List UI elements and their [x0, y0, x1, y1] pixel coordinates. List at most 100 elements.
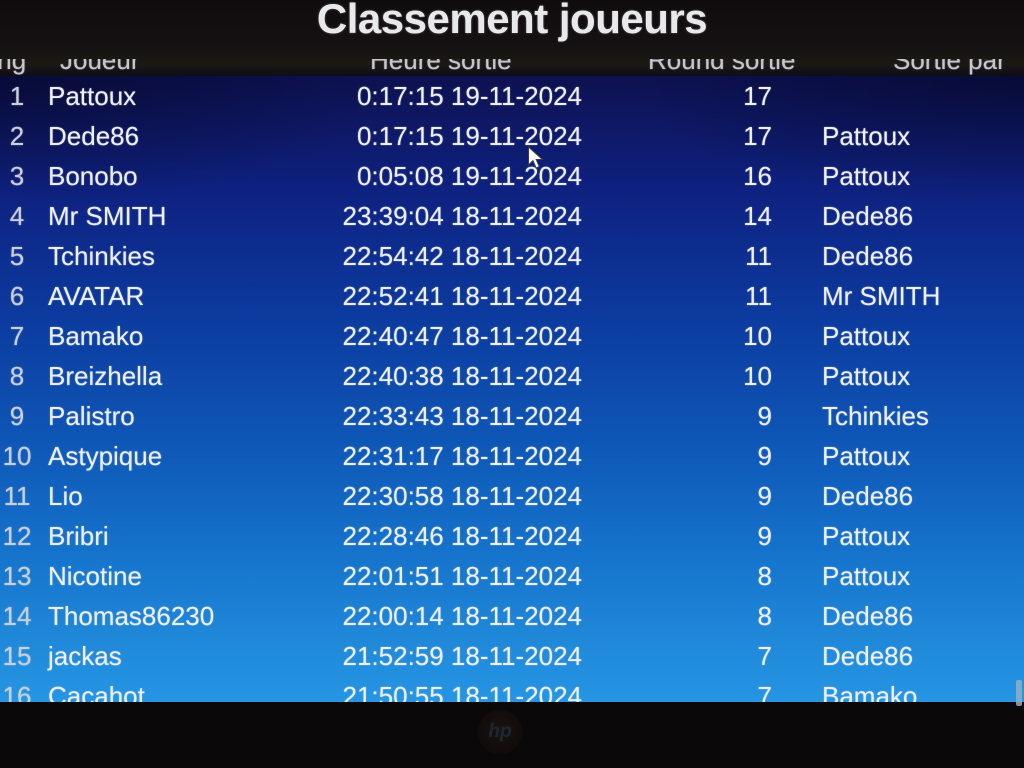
eliminated-by-cell: Bamako	[822, 681, 918, 702]
exit-round-cell: 17	[743, 81, 772, 111]
rank-cell: 6	[9, 281, 25, 311]
player-cell: Dede86	[48, 121, 140, 151]
player-cell: Breizhella	[48, 361, 163, 391]
eliminated-by-cell: Dede86	[822, 601, 914, 631]
player-cell: Lio	[48, 481, 83, 511]
rank-cell: 3	[9, 161, 25, 191]
exit-time-cell: 22:40:38 18-11-2024	[342, 361, 583, 391]
eliminated-by-cell: Pattoux	[822, 321, 911, 351]
exit-round-cell: 9	[757, 481, 772, 511]
eliminated-by-cell: Pattoux	[822, 521, 911, 551]
rank-cell: 10	[2, 441, 32, 471]
table-row[interactable]: 1 Pattoux 0:17:15 19-11-2024 17	[0, 76, 1024, 116]
exit-time-cell: 21:52:59 18-11-2024	[342, 641, 583, 671]
rank-cell: 11	[3, 481, 31, 511]
exit-round-cell: 9	[757, 441, 772, 471]
player-cell: Cacahot	[48, 681, 145, 702]
exit-time-cell: 22:40:47 18-11-2024	[342, 321, 583, 351]
rank-cell: 14	[2, 601, 32, 631]
column-header-rank-label: Rang	[0, 59, 27, 75]
player-cell: Pattoux	[48, 81, 137, 111]
table-row[interactable]: 13 Nicotine 22:01:51 18-11-2024 8 Pattou…	[0, 556, 1024, 596]
table-row[interactable]: 5 Tchinkies 22:54:42 18-11-2024 11 Dede8…	[0, 236, 1024, 276]
screen-edge-highlight	[1016, 680, 1022, 706]
eliminated-by-cell: Pattoux	[822, 121, 911, 151]
laptop-bezel: hp	[0, 702, 1024, 768]
rank-cell: 13	[2, 561, 32, 591]
exit-time-cell: 22:31:17 18-11-2024	[342, 441, 583, 471]
exit-round-cell: 11	[745, 281, 772, 311]
table-row[interactable]: 14 Thomas86230 22:00:14 18-11-2024 8 Ded…	[0, 596, 1024, 636]
rank-cell: 2	[9, 121, 25, 151]
column-header-player-label: Joueur	[60, 59, 140, 75]
eliminated-by-cell: Pattoux	[822, 361, 911, 391]
column-header-eliminated-by: Sortie par	[893, 59, 1006, 75]
exit-round-cell: 9	[757, 401, 772, 431]
exit-time-cell: 22:33:43 18-11-2024	[342, 401, 583, 431]
table-row[interactable]: 12 Bribri 22:28:46 18-11-2024 9 Pattoux	[0, 516, 1024, 556]
player-cell: Bonobo	[48, 161, 138, 191]
rank-cell: 12	[2, 521, 32, 551]
column-header-player: Joueur	[60, 59, 140, 75]
player-cell: Bribri	[48, 521, 109, 551]
exit-round-cell: 10	[743, 361, 772, 391]
table-rows: 1 Pattoux 0:17:15 19-11-2024 17 2 Dede86…	[0, 76, 1024, 702]
rank-cell: 16	[2, 681, 32, 702]
rank-cell: 9	[9, 401, 25, 431]
rank-cell: 4	[9, 201, 25, 231]
exit-time-cell: 22:00:14 18-11-2024	[342, 601, 583, 631]
page-title: Classement joueurs	[316, 0, 708, 42]
table-row[interactable]: 10 Astypique 22:31:17 18-11-2024 9 Patto…	[0, 436, 1024, 476]
rank-cell: 8	[9, 361, 25, 391]
exit-round-cell: 17	[743, 121, 772, 151]
exit-time-cell: 23:39:04 18-11-2024	[342, 201, 583, 231]
table-row[interactable]: 7 Bamako 22:40:47 18-11-2024 10 Pattoux	[0, 316, 1024, 356]
column-header-rank: Rang	[0, 59, 26, 75]
table-row[interactable]: 4 Mr SMITH 23:39:04 18-11-2024 14 Dede86	[0, 196, 1024, 236]
eliminated-by-cell: Tchinkies	[822, 401, 929, 431]
rank-cell: 1	[9, 81, 25, 111]
rank-cell: 5	[9, 241, 25, 271]
player-cell: jackas	[48, 641, 122, 671]
player-cell: Bamako	[48, 321, 144, 351]
table-row[interactable]: 3 Bonobo 0:05:08 19-11-2024 16 Pattoux	[0, 156, 1024, 196]
eliminated-by-cell: Dede86	[822, 481, 914, 511]
table-row[interactable]: 6 AVATAR 22:52:41 18-11-2024 11 Mr SMITH	[0, 276, 1024, 316]
table-row[interactable]: 9 Palistro 22:33:43 18-11-2024 9 Tchinki…	[0, 396, 1024, 436]
exit-time-cell: 21:50:55 18-11-2024	[342, 681, 583, 702]
column-header-exit-round: Round sortie	[648, 59, 795, 75]
exit-time-cell: 22:01:51 18-11-2024	[342, 561, 583, 591]
title-band: Classement joueurs Rang Joueur Heure sor…	[0, 0, 1024, 76]
table-row[interactable]: 2 Dede86 0:17:15 19-11-2024 17 Pattoux	[0, 116, 1024, 156]
column-header-eliminated-by-label: Sortie par	[893, 59, 1006, 75]
exit-time-cell: 0:17:15 19-11-2024	[356, 121, 582, 151]
eliminated-by-cell: Dede86	[822, 641, 914, 671]
exit-time-cell: 22:30:58 18-11-2024	[342, 481, 583, 511]
exit-round-cell: 14	[743, 201, 772, 231]
table-row[interactable]: 16 Cacahot 21:50:55 18-11-2024 7 Bamako	[0, 676, 1024, 702]
hp-logo: hp	[478, 710, 522, 754]
eliminated-by-cell: Pattoux	[822, 561, 911, 591]
player-cell: Nicotine	[48, 561, 142, 591]
exit-round-cell: 16	[743, 161, 772, 191]
table-row[interactable]: 11 Lio 22:30:58 18-11-2024 9 Dede86	[0, 476, 1024, 516]
exit-round-cell: 8	[757, 561, 772, 591]
exit-round-cell: 7	[757, 641, 772, 671]
exit-round-cell: 11	[745, 241, 772, 271]
exit-time-cell: 22:52:41 18-11-2024	[342, 281, 583, 311]
exit-round-cell: 10	[743, 321, 772, 351]
eliminated-by-cell: Pattoux	[822, 161, 911, 191]
rank-cell: 7	[9, 321, 25, 351]
player-cell: Astypique	[48, 441, 163, 471]
leaderboard-table: 1 Pattoux 0:17:15 19-11-2024 17 2 Dede86…	[0, 76, 1024, 702]
rank-cell: 15	[2, 641, 32, 671]
mouse-cursor-icon	[527, 145, 545, 177]
exit-round-cell: 7	[757, 681, 772, 702]
column-header-exit-time: Heure sortie	[370, 59, 512, 75]
table-row[interactable]: 15 jackas 21:52:59 18-11-2024 7 Dede86	[0, 636, 1024, 676]
eliminated-by-cell: Dede86	[822, 241, 914, 271]
exit-time-cell: 22:54:42 18-11-2024	[342, 241, 583, 271]
player-cell: AVATAR	[48, 281, 145, 311]
table-row[interactable]: 8 Breizhella 22:40:38 18-11-2024 10 Patt…	[0, 356, 1024, 396]
